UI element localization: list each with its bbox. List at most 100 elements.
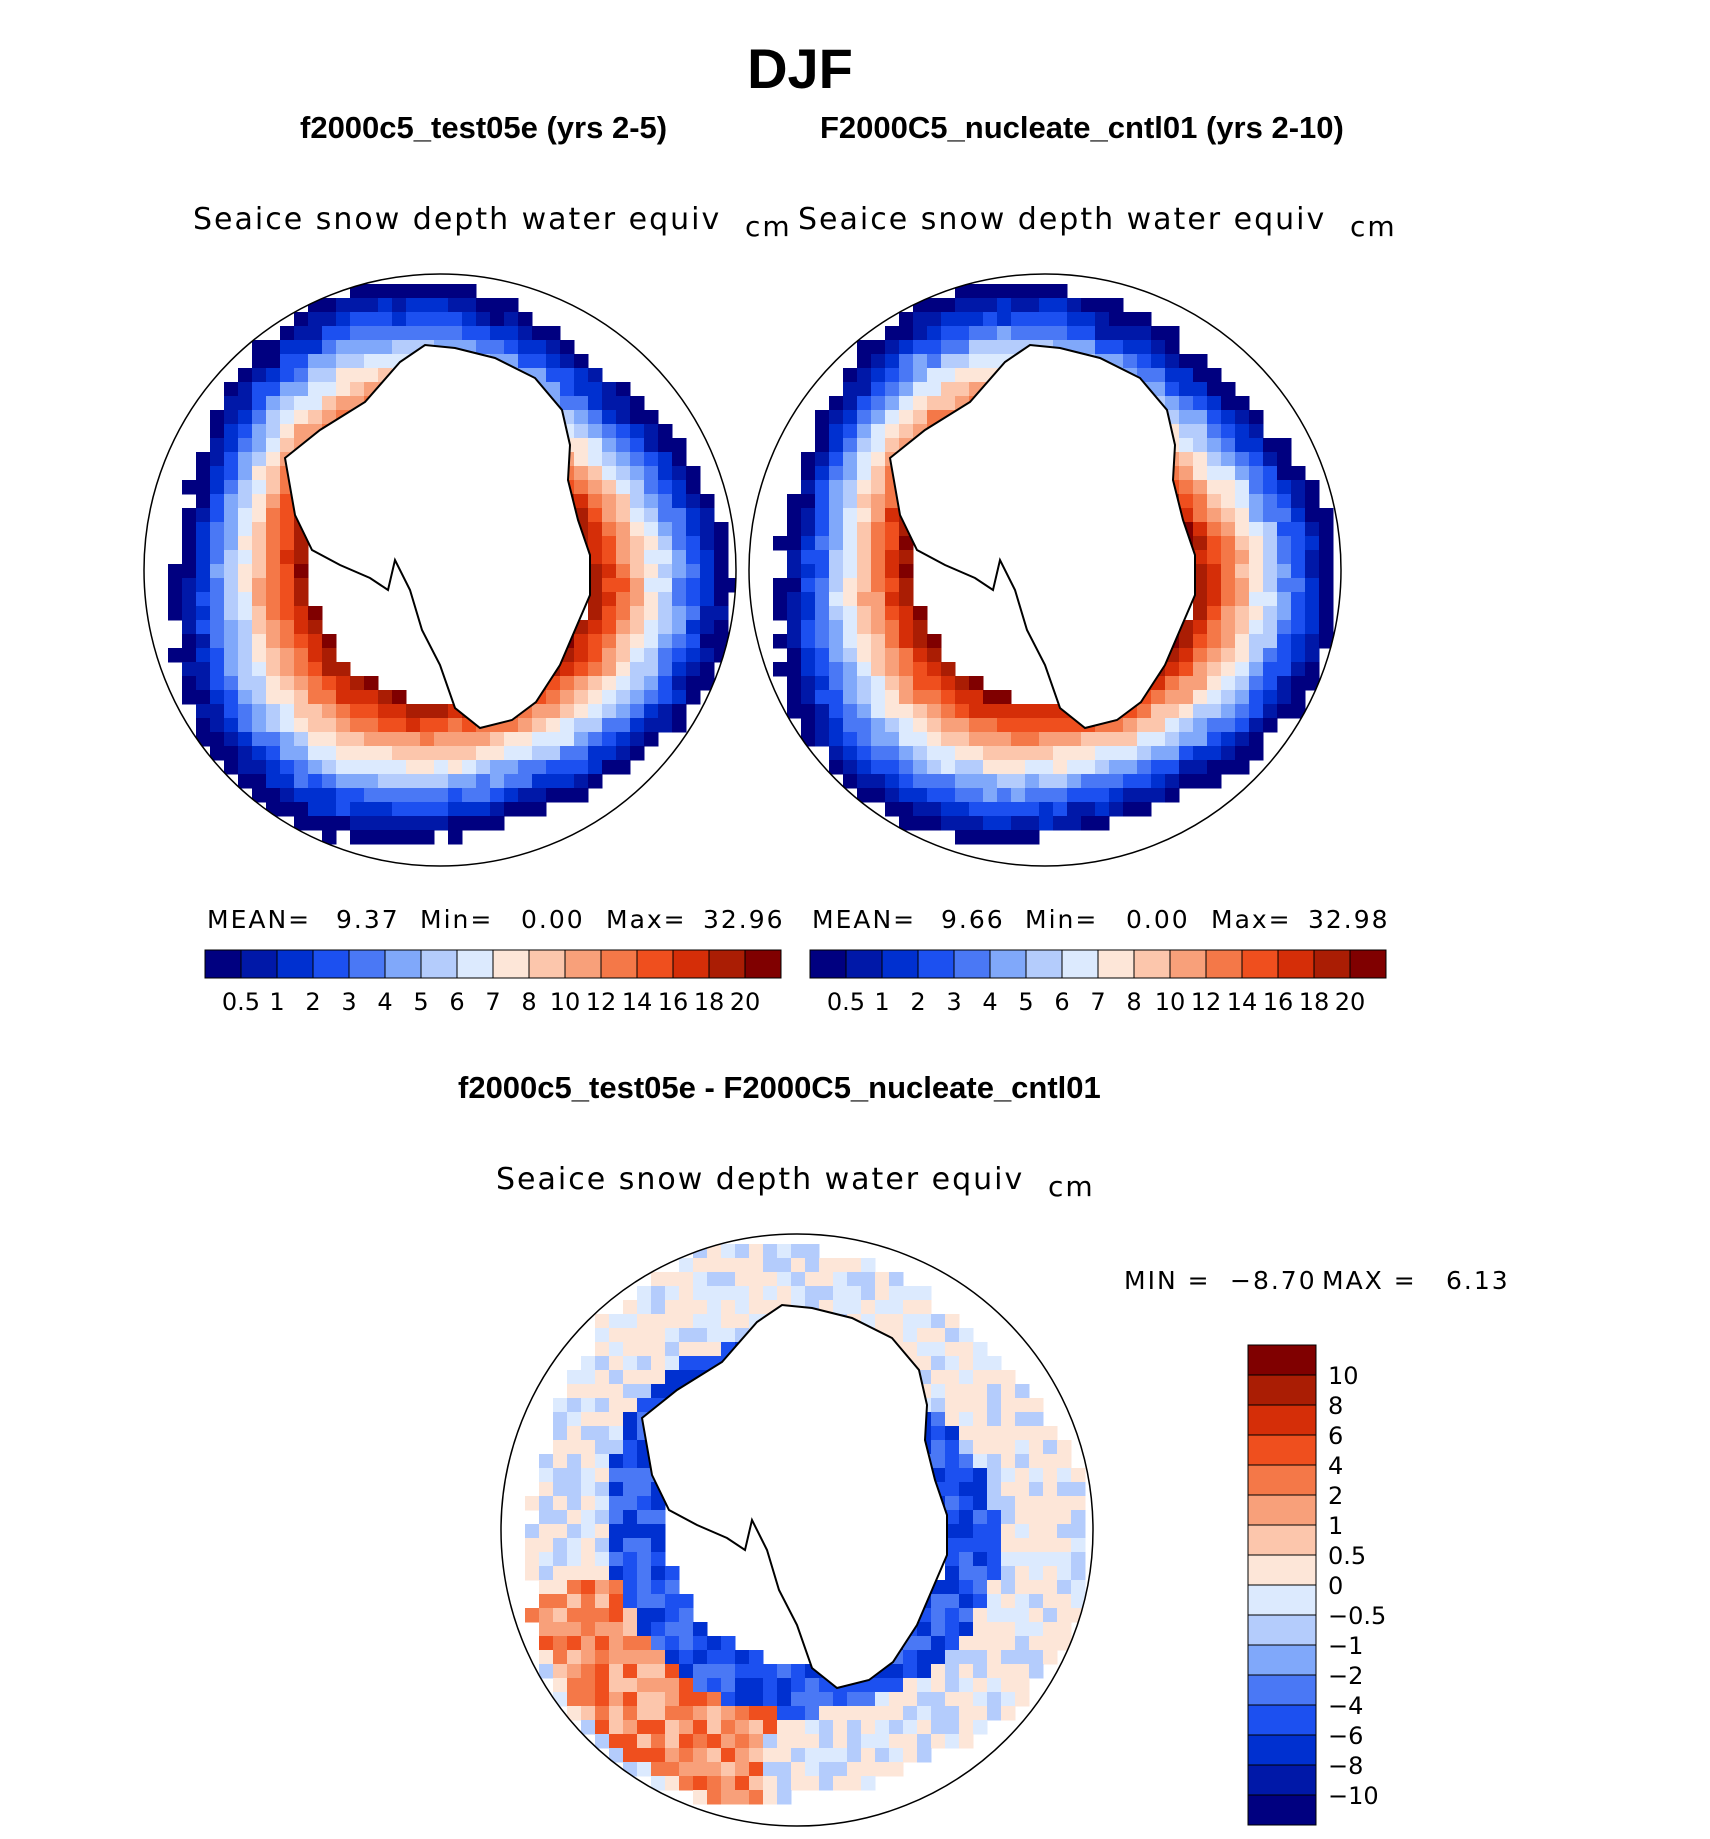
right-colorbar-tick-label: 2 bbox=[910, 988, 925, 1016]
left-map-boundary bbox=[143, 273, 737, 867]
right-colorbar-tick-label: 5 bbox=[1018, 988, 1033, 1016]
left-colorbar-tick-label: 8 bbox=[521, 988, 536, 1016]
left-colorbar-box bbox=[672, 949, 710, 979]
left-min-value: 0.00 bbox=[521, 905, 585, 934]
right-colorbar-tick-label: 0.5 bbox=[827, 988, 865, 1016]
left-colorbar-tick-label: 14 bbox=[622, 988, 653, 1016]
diff-colorbar-box bbox=[1247, 1374, 1317, 1406]
right-colorbar-tick-label: 12 bbox=[1191, 988, 1222, 1016]
left-colorbar-box bbox=[564, 949, 602, 979]
right-panel-title: F2000C5_nucleate_cntl01 (yrs 2-10) bbox=[820, 110, 1344, 145]
left-colorbar-tick-label: 0.5 bbox=[222, 988, 260, 1016]
right-colorbar-tick-label: 20 bbox=[1335, 988, 1366, 1016]
diff-colorbar-tick-label: −0.5 bbox=[1328, 1602, 1386, 1630]
right-colorbar-box bbox=[917, 949, 955, 979]
right-polar-map bbox=[773, 284, 1334, 845]
diff-colorbar-box bbox=[1247, 1434, 1317, 1466]
diff-colorbar-box bbox=[1247, 1554, 1317, 1586]
left-colorbar-box bbox=[240, 949, 278, 979]
left-colorbar-tick-label: 1 bbox=[269, 988, 284, 1016]
left-colorbar-tick-label: 3 bbox=[341, 988, 356, 1016]
diff-colorbar-box bbox=[1247, 1584, 1317, 1616]
left-colorbar-box bbox=[312, 949, 350, 979]
left-colorbar-tick-label: 2 bbox=[305, 988, 320, 1016]
left-colorbar-box bbox=[744, 949, 782, 979]
diff-colorbar-tick-label: −1 bbox=[1328, 1632, 1363, 1660]
left-colorbar-box bbox=[384, 949, 422, 979]
right-colorbar-box bbox=[989, 949, 1027, 979]
diff-colorbar-tick-label: 0.5 bbox=[1328, 1542, 1366, 1570]
right-colorbar: 0.5 1 2 3 4 5 6 7 8 10 12 14 16 18 20 bbox=[809, 949, 1387, 1016]
right-colorbar-tick-label: 4 bbox=[982, 988, 997, 1016]
right-colorbar-tick-label: 16 bbox=[1263, 988, 1294, 1016]
diff-colorbar-tick-label: −8 bbox=[1328, 1752, 1363, 1780]
left-colorbar-box bbox=[636, 949, 674, 979]
left-colorbar-box bbox=[708, 949, 746, 979]
left-colorbar-tick-label: 7 bbox=[485, 988, 500, 1016]
right-colorbar-box bbox=[1313, 949, 1351, 979]
left-colorbar-tick-label: 20 bbox=[730, 988, 761, 1016]
right-colorbar-box bbox=[953, 949, 991, 979]
diff-colorbar-box bbox=[1247, 1344, 1317, 1376]
left-colorbar-tick-label: 12 bbox=[586, 988, 617, 1016]
diff-colorbar-tick-label: 8 bbox=[1328, 1392, 1343, 1420]
diff-colorbar-box bbox=[1247, 1674, 1317, 1706]
left-mean-label: MEAN= bbox=[207, 905, 312, 934]
left-colorbar-box bbox=[348, 949, 386, 979]
diff-colorbar-tick-label: 10 bbox=[1328, 1362, 1359, 1390]
left-polar-map bbox=[168, 284, 736, 845]
right-colorbar-tick-label: 6 bbox=[1054, 988, 1069, 1016]
left-max-label: Max= bbox=[606, 905, 687, 934]
diff-colorbar-tick-label: 1 bbox=[1328, 1512, 1343, 1540]
diff-colorbar-tick-label: 2 bbox=[1328, 1482, 1343, 1510]
left-panel-title: f2000c5_test05e (yrs 2-5) bbox=[300, 110, 668, 145]
diff-colorbar-box bbox=[1247, 1524, 1317, 1556]
diff-max-value: 6.13 bbox=[1446, 1266, 1510, 1295]
left-colorbar-tick-label: 10 bbox=[550, 988, 581, 1016]
right-min-value: 0.00 bbox=[1126, 905, 1190, 934]
left-colorbar-box bbox=[600, 949, 638, 979]
right-colorbar-box bbox=[1097, 949, 1135, 979]
right-colorbar-tick-label: 3 bbox=[946, 988, 961, 1016]
right-colorbar-box bbox=[1349, 949, 1387, 979]
diff-units-label: cm bbox=[1048, 1170, 1095, 1203]
left-colorbar-tick-label: 6 bbox=[449, 988, 464, 1016]
diff-colorbar-box bbox=[1247, 1644, 1317, 1676]
diff-colorbar-box bbox=[1247, 1734, 1317, 1766]
right-mean-label: MEAN= bbox=[812, 905, 917, 934]
left-colorbar-tick-label: 16 bbox=[658, 988, 689, 1016]
diff-colorbar-tick-label: −2 bbox=[1328, 1662, 1363, 1690]
left-colorbar: 0.5 1 2 3 4 5 6 7 8 10 12 14 16 18 20 bbox=[204, 949, 782, 1016]
right-colorbar-tick-label: 8 bbox=[1126, 988, 1141, 1016]
right-colorbar-box bbox=[1061, 949, 1099, 979]
right-colorbar-box bbox=[1277, 949, 1315, 979]
diff-panel-title: f2000c5_test05e - F2000C5_nucleate_cntl0… bbox=[458, 1070, 1101, 1105]
diff-variable-label: Seaice snow depth water equiv bbox=[496, 1162, 1025, 1197]
diff-max-label: MAX = bbox=[1322, 1266, 1417, 1295]
left-max-value: 32.96 bbox=[703, 905, 785, 934]
right-map-boundary bbox=[748, 273, 1342, 867]
right-colorbar-tick-label: 14 bbox=[1227, 988, 1258, 1016]
diff-colorbar-box bbox=[1247, 1794, 1317, 1826]
right-colorbar-box bbox=[1133, 949, 1171, 979]
right-colorbar-box bbox=[1025, 949, 1063, 979]
left-colorbar-box bbox=[492, 949, 530, 979]
right-colorbar-box bbox=[881, 949, 919, 979]
right-max-value: 32.98 bbox=[1308, 905, 1390, 934]
left-colorbar-box bbox=[204, 949, 242, 979]
left-colorbar-box bbox=[276, 949, 314, 979]
diff-map-boundary bbox=[500, 1233, 1094, 1827]
diff-min-label: MIN = bbox=[1124, 1266, 1211, 1295]
diff-colorbar-tick-label: −6 bbox=[1328, 1722, 1363, 1750]
right-colorbar-tick-label: 18 bbox=[1299, 988, 1330, 1016]
diff-colorbar-tick-label: −10 bbox=[1328, 1782, 1379, 1810]
diff-colorbar-tick-label: 6 bbox=[1328, 1422, 1343, 1450]
left-mean-value: 9.37 bbox=[336, 905, 400, 934]
diff-colorbar-box bbox=[1247, 1494, 1317, 1526]
right-colorbar-box bbox=[1169, 949, 1207, 979]
left-colorbar-tick-label: 5 bbox=[413, 988, 428, 1016]
diff-polar-map bbox=[525, 1244, 1086, 1805]
left-min-label: Min= bbox=[420, 905, 494, 934]
